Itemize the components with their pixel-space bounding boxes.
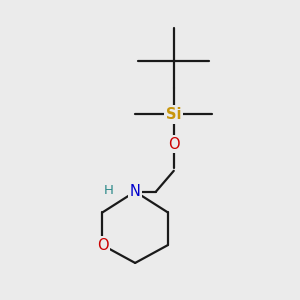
Text: H: H bbox=[103, 184, 113, 196]
Text: N: N bbox=[130, 184, 141, 199]
Text: O: O bbox=[97, 238, 108, 253]
Text: O: O bbox=[168, 136, 180, 152]
Text: Si: Si bbox=[166, 107, 182, 122]
